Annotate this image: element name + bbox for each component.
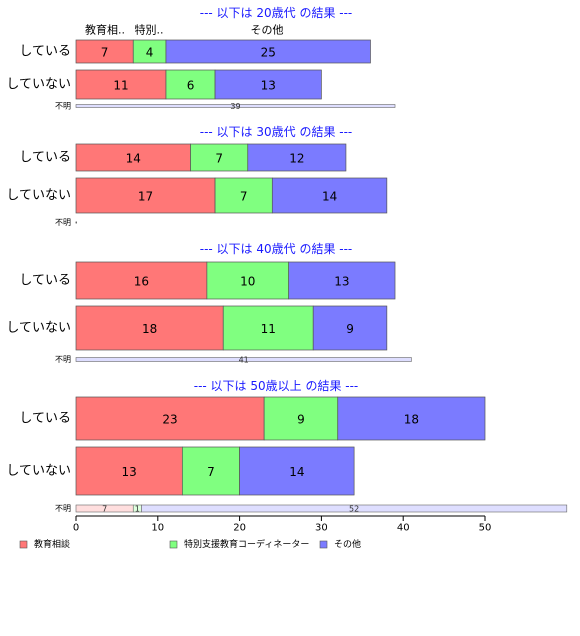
bar-segment <box>222 305 314 351</box>
bar-segment <box>263 396 339 441</box>
data-label: 16 <box>134 275 149 289</box>
legend-label: 特別支援教育コーディネーター <box>184 538 309 550</box>
header-label: その他 <box>251 24 284 37</box>
header-label: 特別.. <box>135 23 164 37</box>
bar-segment <box>239 446 355 496</box>
bar-segment <box>214 69 322 100</box>
unknown-data-label: 39 <box>230 102 240 111</box>
unknown-segment <box>75 104 396 108</box>
legend-swatch <box>19 540 28 549</box>
data-label: 10 <box>240 275 255 289</box>
x-tick-label: 10 <box>151 523 164 534</box>
row-label: していない <box>6 188 71 203</box>
data-label: 7 <box>215 152 223 166</box>
unknown-data-label: 7 <box>102 505 107 514</box>
bar-segment <box>165 69 216 100</box>
data-label: 23 <box>162 413 177 427</box>
data-label: 13 <box>122 465 137 479</box>
unknown-label: 不明 <box>55 355 71 364</box>
legend-label: 教育相談 <box>34 538 70 550</box>
data-label: 25 <box>261 46 276 60</box>
bar-segment <box>75 446 183 496</box>
bar-segment <box>247 143 347 172</box>
row-label: していない <box>6 321 71 336</box>
unknown-segment <box>141 504 568 513</box>
data-label: 18 <box>142 322 157 336</box>
data-label: 4 <box>146 46 154 60</box>
data-label: 7 <box>240 190 248 204</box>
unknown-segment <box>75 357 412 362</box>
bar-segment <box>181 446 240 496</box>
x-tick-label: 40 <box>397 523 410 534</box>
data-label: 17 <box>138 190 153 204</box>
bar-segment <box>337 396 486 441</box>
panel-title: --- 以下は 30歳代 の結果 --- <box>200 125 353 139</box>
x-tick-label: 50 <box>479 523 492 534</box>
bar-segment <box>75 261 208 300</box>
data-label: 11 <box>261 322 276 336</box>
data-label: 12 <box>289 152 304 166</box>
bar-segment <box>165 39 371 64</box>
unknown-data-label: 1 <box>135 505 140 514</box>
row-label: している <box>19 150 71 165</box>
data-label: 7 <box>207 465 215 479</box>
row-label: している <box>19 44 71 59</box>
bar-segment <box>206 261 290 300</box>
unknown-data-label: 52 <box>349 505 359 514</box>
data-label: 18 <box>404 413 419 427</box>
x-tick-label: 0 <box>73 523 79 534</box>
bar-segment <box>75 305 224 351</box>
data-label: 13 <box>261 79 276 93</box>
bar-segment <box>75 177 216 214</box>
bar-segment <box>190 143 249 172</box>
x-tick-label: 20 <box>233 523 246 534</box>
row-label: していない <box>6 77 71 92</box>
unknown-label: 不明 <box>55 102 71 111</box>
data-label: 14 <box>289 465 304 479</box>
data-label: 13 <box>334 275 349 289</box>
data-label: 7 <box>101 46 109 60</box>
data-label: 11 <box>113 79 128 93</box>
panel-title: --- 以下は 50歳以上 の結果 --- <box>194 379 359 393</box>
row-label: している <box>19 273 71 288</box>
unknown-label: 不明 <box>55 504 71 513</box>
data-label: 9 <box>297 413 305 427</box>
header-label: 教育相.. <box>85 23 125 37</box>
unknown-label: 不明 <box>55 218 71 227</box>
panel-title: --- 以下は 20歳代 の結果 --- <box>200 6 353 20</box>
legend-swatch <box>169 540 178 549</box>
data-label: 6 <box>187 79 195 93</box>
bar-segment <box>75 396 265 441</box>
bar-segment <box>214 177 273 214</box>
data-label: 14 <box>322 190 337 204</box>
unknown-data-label: 41 <box>239 356 249 365</box>
row-label: している <box>19 411 71 426</box>
legend-swatch <box>319 540 328 549</box>
unknown-segment <box>75 221 77 224</box>
x-tick-label: 30 <box>315 523 328 534</box>
bar-segment <box>271 177 388 214</box>
bar-segment <box>312 305 388 351</box>
data-label: 9 <box>346 322 354 336</box>
bar-segment <box>75 143 191 172</box>
bar-segment <box>288 261 396 300</box>
data-label: 14 <box>126 152 141 166</box>
row-label: していない <box>6 464 71 479</box>
legend-label: その他 <box>334 538 361 550</box>
panel-title: --- 以下は 40歳代 の結果 --- <box>200 242 353 256</box>
